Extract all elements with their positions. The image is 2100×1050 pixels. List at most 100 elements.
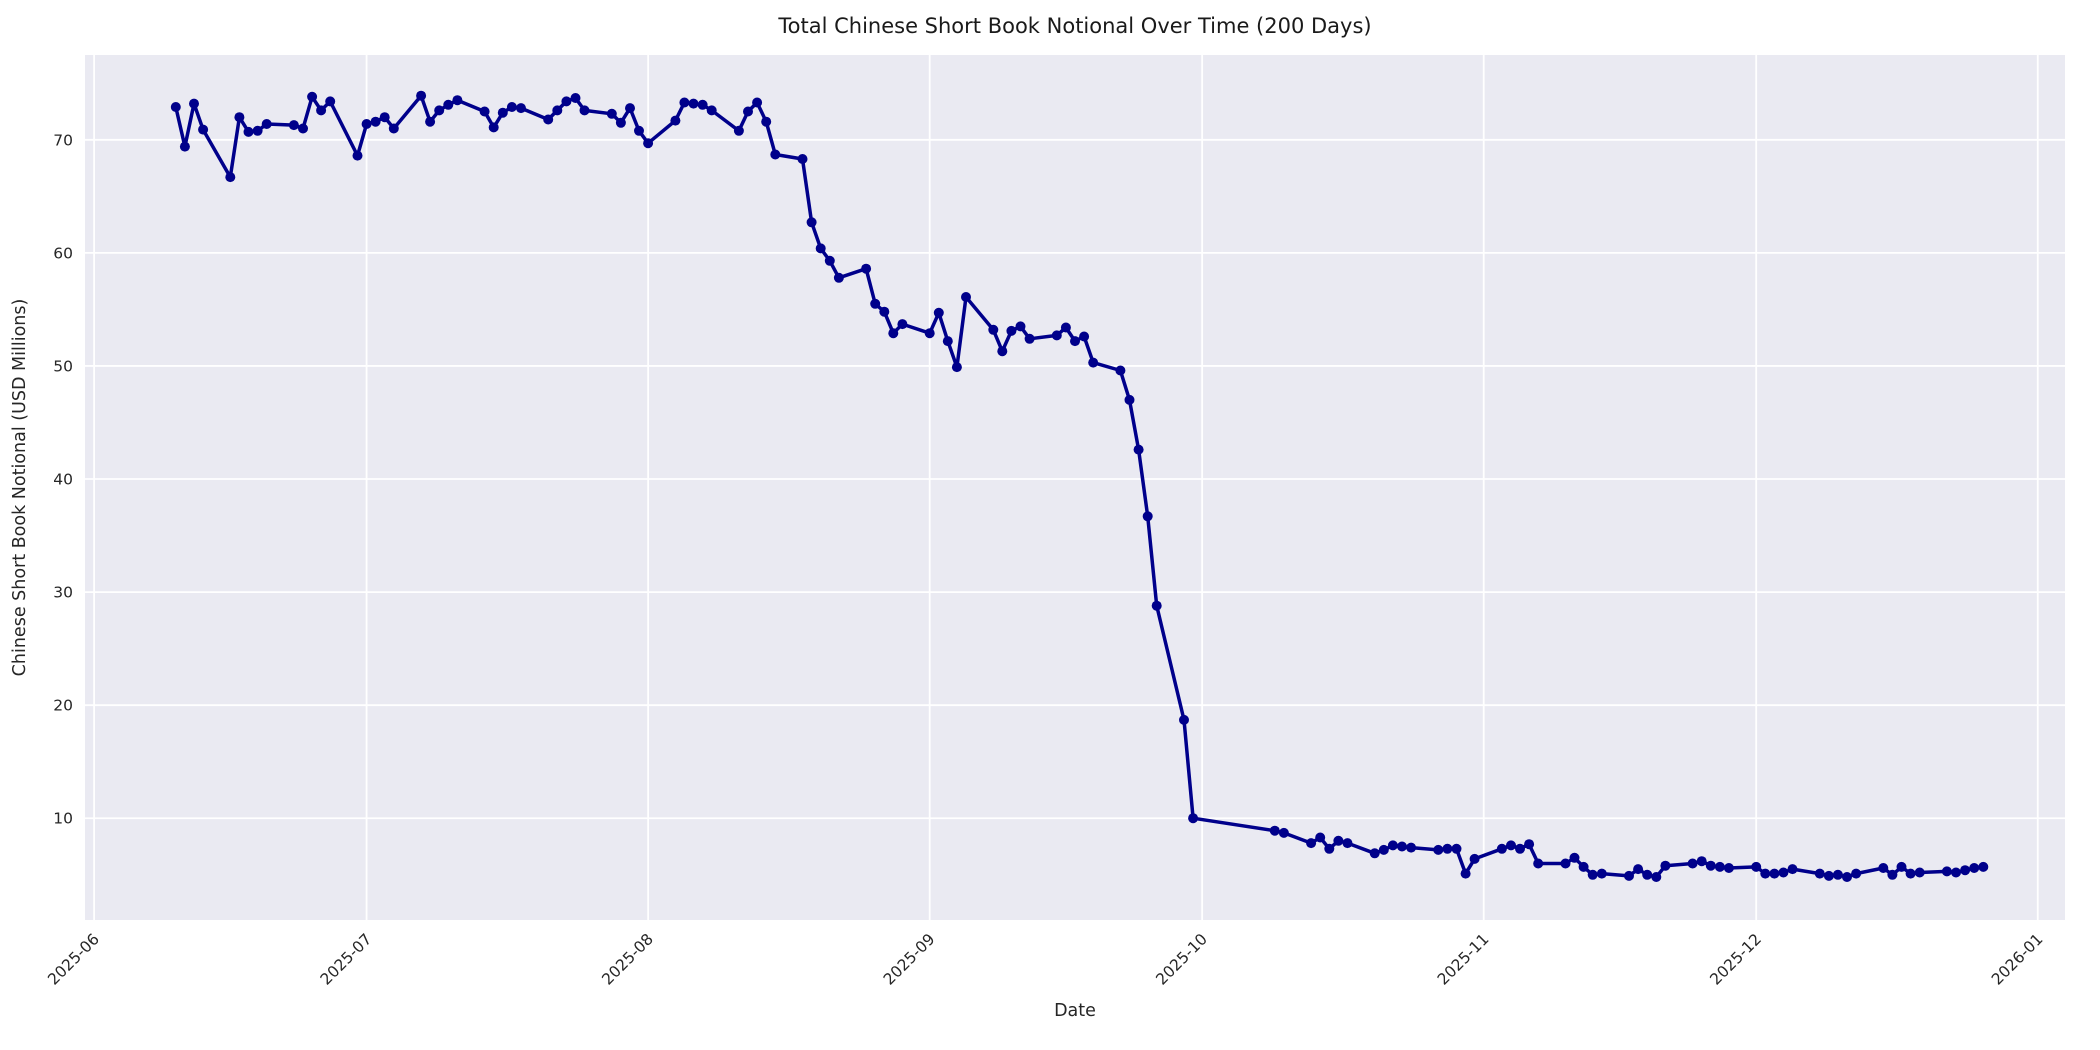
data-point (1960, 865, 1971, 876)
data-point (179, 141, 190, 152)
data-point (1442, 843, 1453, 854)
data-point (552, 105, 563, 116)
data-point (1651, 872, 1662, 882)
data-point (861, 263, 872, 274)
data-point (1951, 867, 1961, 878)
data-point (189, 98, 199, 109)
data-point (679, 97, 690, 108)
data-point (1015, 321, 1026, 332)
y-axis-label: Chinese Short Book Notional (USD Million… (10, 299, 30, 677)
data-point (942, 336, 953, 347)
data-point (670, 115, 681, 126)
data-point (1633, 864, 1644, 875)
x-tick-label: 2025-08 (598, 930, 657, 989)
data-point (743, 106, 753, 117)
data-point (1842, 872, 1852, 882)
data-point (888, 328, 899, 339)
data-point (1705, 860, 1716, 871)
data-point (452, 95, 463, 106)
data-point (706, 105, 717, 116)
data-point (1142, 511, 1153, 522)
data-point (1079, 331, 1090, 342)
data-point (1642, 869, 1653, 880)
data-point (252, 125, 263, 136)
data-point (606, 108, 617, 119)
x-axis-label: Date (1054, 1001, 1096, 1021)
data-point (316, 105, 327, 116)
data-point (234, 112, 245, 123)
data-point (1624, 870, 1634, 881)
data-point (1115, 365, 1126, 376)
data-point (1832, 869, 1843, 880)
data-point (1406, 842, 1417, 853)
x-tick-label: 2025-10 (1152, 930, 1211, 989)
data-point (561, 96, 572, 107)
data-point (1878, 863, 1889, 873)
data-point (1151, 600, 1162, 611)
data-point (1524, 839, 1535, 850)
data-point (806, 217, 817, 228)
data-point (443, 99, 454, 110)
data-point (697, 99, 708, 110)
data-point (1469, 853, 1480, 864)
chart-title: Total Chinese Short Book Notional Over T… (777, 14, 1371, 38)
data-point (1433, 844, 1444, 855)
data-point (1978, 861, 1989, 872)
data-point (1696, 856, 1707, 867)
data-point (416, 90, 427, 101)
data-point (516, 103, 526, 114)
data-point (1578, 861, 1589, 872)
data-point (1914, 867, 1925, 878)
data-point (1714, 861, 1725, 872)
data-point (1687, 858, 1698, 869)
plot-background (85, 55, 2065, 920)
y-tick-label: 50 (53, 357, 73, 375)
data-point (634, 125, 644, 136)
data-point (1506, 840, 1516, 851)
data-point (1278, 827, 1289, 838)
data-point (1823, 870, 1834, 881)
data-point (198, 124, 209, 135)
data-point (497, 107, 508, 118)
data-point (870, 298, 881, 309)
data-point (1060, 322, 1071, 333)
data-point (1451, 843, 1462, 854)
data-point (1887, 869, 1898, 880)
data-point (988, 324, 999, 335)
data-point (352, 150, 363, 161)
data-point (488, 122, 499, 133)
data-point (879, 306, 890, 317)
y-tick-label: 60 (53, 244, 73, 262)
data-point (1778, 867, 1789, 878)
data-point (951, 362, 962, 373)
data-point (1306, 838, 1317, 849)
data-point (1660, 860, 1671, 871)
data-point (1969, 863, 1980, 873)
data-point (997, 346, 1008, 357)
x-tick-label: 2025-06 (44, 930, 103, 989)
data-point (824, 255, 835, 266)
data-point (1179, 714, 1189, 725)
data-point (1124, 394, 1135, 405)
y-tick-label: 10 (53, 810, 73, 828)
data-point (615, 117, 626, 128)
data-point (479, 106, 490, 117)
data-point (1496, 843, 1507, 854)
data-point (833, 272, 844, 283)
y-axis-tick-labels: 10 20 30 40 50 60 70 (53, 131, 73, 827)
gridlines (85, 55, 2065, 920)
data-point (570, 93, 581, 103)
data-point (370, 116, 381, 127)
data-point (1515, 843, 1525, 854)
data-point (1760, 868, 1771, 879)
data-point (1751, 861, 1762, 872)
data-point (1369, 848, 1380, 859)
data-point (1333, 835, 1344, 846)
data-point (1133, 444, 1144, 455)
data-point (298, 123, 308, 134)
x-tick-label: 2025-12 (1706, 930, 1765, 989)
data-point (1596, 868, 1607, 879)
data-point (170, 102, 181, 112)
data-point (1006, 325, 1017, 336)
y-tick-label: 30 (53, 584, 73, 602)
